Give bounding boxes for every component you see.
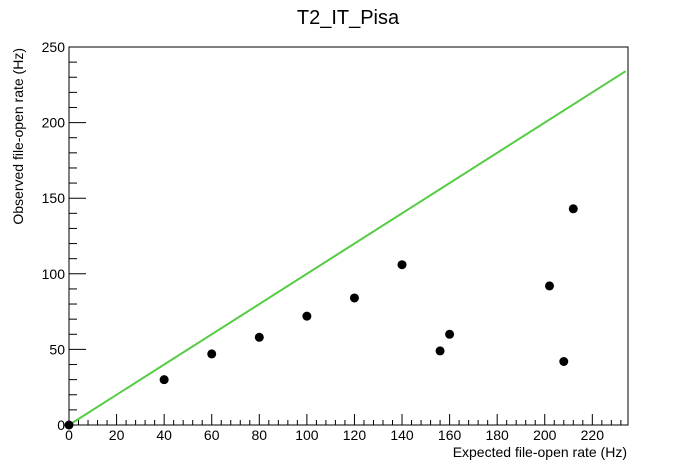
data-point [397, 260, 407, 270]
x-tick-label: 140 [390, 427, 414, 443]
x-tick-label: 60 [204, 427, 220, 443]
y-tick-label: 150 [42, 190, 66, 206]
y-tick-label: 0 [57, 417, 65, 433]
data-point [349, 293, 359, 303]
y-axis-ticks: 0 50 100 150 200 250 [42, 39, 86, 433]
x-tick-label: 220 [581, 427, 605, 443]
y-tick-label: 250 [42, 39, 66, 55]
data-point [435, 346, 445, 356]
data-point [207, 349, 217, 359]
data-point [568, 204, 578, 214]
data-point [445, 329, 455, 339]
reference-line-group [68, 70, 627, 426]
x-axis-ticks: 0 20 40 60 80 100 120 140 160 180 200 220 [65, 414, 622, 443]
data-point [545, 281, 555, 291]
y-tick-label: 100 [42, 266, 66, 282]
x-tick-label: 200 [533, 427, 557, 443]
data-point [64, 420, 74, 430]
y-tick-label: 50 [49, 341, 65, 357]
y-tick-label: 200 [42, 115, 66, 131]
data-point [159, 375, 169, 385]
data-point [302, 311, 312, 321]
chart-title: T2_IT_Pisa [297, 7, 400, 29]
reference-line [68, 70, 627, 426]
data-point [254, 332, 264, 342]
x-tick-label: 120 [343, 427, 367, 443]
y-axis-title: Observed file-open rate (Hz) [10, 48, 26, 225]
plot-frame [68, 46, 629, 426]
x-tick-label: 160 [438, 427, 462, 443]
x-tick-label: 80 [252, 427, 268, 443]
x-tick-label: 40 [156, 427, 172, 443]
x-axis-title: Expected file-open rate (Hz) [453, 444, 627, 460]
data-point [559, 356, 569, 366]
x-tick-label: 0 [65, 427, 73, 443]
x-tick-label: 20 [109, 427, 125, 443]
data-points [64, 204, 578, 430]
x-tick-label: 100 [295, 427, 319, 443]
x-tick-label: 180 [485, 427, 509, 443]
